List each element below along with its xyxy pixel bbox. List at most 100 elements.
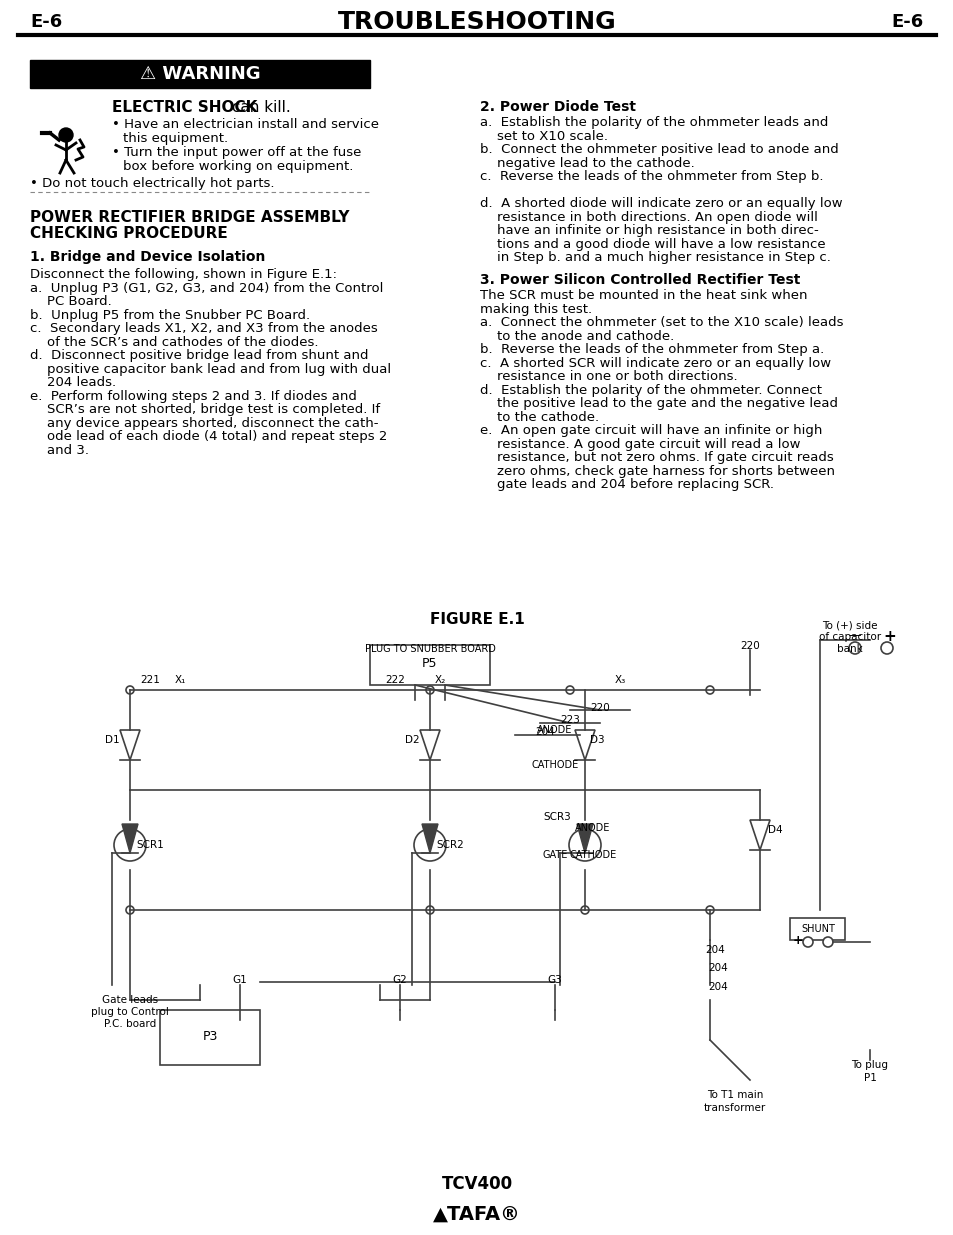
Text: resistance in one or both directions.: resistance in one or both directions. [479,370,737,383]
Text: c.  A shorted SCR will indicate zero or an equally low: c. A shorted SCR will indicate zero or a… [479,357,830,369]
Text: resistance, but not zero ohms. If gate circuit reads: resistance, but not zero ohms. If gate c… [479,451,833,464]
Text: ANODE: ANODE [575,823,610,832]
Text: d.  A shorted diode will indicate zero or an equally low: d. A shorted diode will indicate zero or… [479,198,841,210]
Circle shape [705,906,713,914]
Text: • Turn the input power off at the fuse: • Turn the input power off at the fuse [112,146,361,159]
Text: X₂: X₂ [434,676,445,685]
Text: zero ohms, check gate harness for shorts between: zero ohms, check gate harness for shorts… [479,464,834,478]
Text: To T1 main: To T1 main [706,1091,762,1100]
Text: 222: 222 [385,676,404,685]
Bar [30,61,370,88]
Text: Disconnect the following, shown in Figure E.1:: Disconnect the following, shown in Figur… [30,268,336,282]
Text: FIGURE E.1: FIGURE E.1 [429,613,524,627]
Circle shape [580,906,588,914]
Polygon shape [421,824,437,853]
Text: 204: 204 [707,982,727,992]
Circle shape [426,906,434,914]
Text: D4: D4 [767,825,781,835]
Text: e.  An open gate circuit will have an infinite or high: e. An open gate circuit will have an inf… [479,424,821,437]
Text: 221: 221 [140,676,160,685]
Text: Gate leads: Gate leads [102,995,158,1005]
Text: CHECKING PROCEDURE: CHECKING PROCEDURE [30,226,228,241]
Text: negative lead to the cathode.: negative lead to the cathode. [479,157,694,169]
Text: SCR1: SCR1 [136,840,164,850]
Text: 2. Power Diode Test: 2. Power Diode Test [479,100,636,114]
Text: ode lead of each diode (4 total) and repeat steps 2: ode lead of each diode (4 total) and rep… [30,430,387,443]
Text: P3: P3 [202,1030,217,1044]
Text: of capacitor: of capacitor [818,632,881,642]
Text: ⚠ WARNING: ⚠ WARNING [139,65,260,83]
Text: and 3.: and 3. [30,443,89,457]
Text: box before working on equipment.: box before working on equipment. [123,161,353,173]
Text: of the SCR’s and cathodes of the diodes.: of the SCR’s and cathodes of the diodes. [30,336,318,348]
Text: d.  Establish the polarity of the ohmmeter. Connect: d. Establish the polarity of the ohmmete… [479,384,821,396]
Text: —: — [848,630,861,642]
Text: bank: bank [836,643,862,655]
Text: To plug: To plug [851,1060,887,1070]
Polygon shape [577,824,593,853]
Text: 3. Power Silicon Controlled Rectifier Test: 3. Power Silicon Controlled Rectifier Te… [479,273,800,287]
Text: set to X10 scale.: set to X10 scale. [479,130,607,142]
Bar [789,918,844,940]
Text: TCV400: TCV400 [441,1174,512,1193]
Text: PLUG TO SNUBBER BOARD: PLUG TO SNUBBER BOARD [364,643,495,655]
Text: X₁: X₁ [174,676,186,685]
Circle shape [822,937,832,947]
Text: resistance. A good gate circuit will read a low: resistance. A good gate circuit will rea… [479,437,800,451]
Text: • Have an electrician install and service: • Have an electrician install and servic… [112,119,378,131]
Text: b.  Reverse the leads of the ohmmeter from Step a.: b. Reverse the leads of the ohmmeter fro… [479,343,823,356]
Text: SCR’s are not shorted, bridge test is completed. If: SCR’s are not shorted, bridge test is co… [30,403,379,416]
Circle shape [113,829,146,861]
Text: any device appears shorted, disconnect the cath-: any device appears shorted, disconnect t… [30,416,378,430]
Text: P.C. board: P.C. board [104,1019,156,1029]
Text: this equipment.: this equipment. [123,132,228,144]
Text: D2: D2 [404,735,419,745]
Text: 204: 204 [704,945,724,955]
Text: G2: G2 [393,974,407,986]
Text: 223: 223 [559,715,579,725]
Circle shape [848,642,861,655]
Circle shape [565,685,574,694]
Text: +: + [792,934,802,946]
Text: positive capacitor bank lead and from lug with dual: positive capacitor bank lead and from lu… [30,363,391,375]
Text: making this test.: making this test. [479,303,592,315]
Text: P5: P5 [422,657,437,669]
Text: can kill.: can kill. [227,100,291,115]
Circle shape [880,642,892,655]
Circle shape [126,906,133,914]
Text: 1. Bridge and Device Isolation: 1. Bridge and Device Isolation [30,249,265,264]
Text: b.  Unplug P5 from the Snubber PC Board.: b. Unplug P5 from the Snubber PC Board. [30,309,310,321]
Text: c.  Secondary leads X1, X2, and X3 from the anodes: c. Secondary leads X1, X2, and X3 from t… [30,322,377,335]
Text: a.  Connect the ohmmeter (set to the X10 scale) leads: a. Connect the ohmmeter (set to the X10 … [479,316,842,329]
Text: To (+) side: To (+) side [821,620,877,630]
Text: +: + [882,629,896,643]
Text: CATHODE: CATHODE [569,850,616,860]
Text: tions and a good diode will have a low resistance: tions and a good diode will have a low r… [479,237,824,251]
Text: D1: D1 [105,735,119,745]
Text: a.  Establish the polarity of the ohmmeter leads and: a. Establish the polarity of the ohmmete… [479,116,827,128]
Text: resistance in both directions. An open diode will: resistance in both directions. An open d… [479,210,817,224]
Text: b.  Connect the ohmmeter positive lead to anode and: b. Connect the ohmmeter positive lead to… [479,143,838,156]
Text: • Do not touch electrically hot parts.: • Do not touch electrically hot parts. [30,177,274,190]
Polygon shape [122,824,138,853]
Circle shape [414,829,446,861]
Text: PC Board.: PC Board. [30,295,112,308]
Text: X₃: X₃ [614,676,625,685]
Text: gate leads and 204 before replacing SCR.: gate leads and 204 before replacing SCR. [479,478,773,492]
Circle shape [126,685,133,694]
Text: to the cathode.: to the cathode. [479,410,598,424]
Text: transformer: transformer [703,1103,765,1113]
Text: TROUBLESHOOTING: TROUBLESHOOTING [337,10,616,35]
Bar [160,1010,260,1065]
Text: CATHODE: CATHODE [531,760,578,769]
Text: e.  Perform following steps 2 and 3. If diodes and: e. Perform following steps 2 and 3. If d… [30,389,356,403]
Text: ▲TAFA®: ▲TAFA® [433,1205,520,1224]
Circle shape [59,128,73,142]
Text: P1: P1 [862,1073,876,1083]
Text: SCR3: SCR3 [542,811,570,823]
Text: plug to Control: plug to Control [91,1007,169,1016]
Text: G1: G1 [233,974,247,986]
Text: the positive lead to the gate and the negative lead: the positive lead to the gate and the ne… [479,396,837,410]
Text: SCR2: SCR2 [436,840,463,850]
Text: E-6: E-6 [891,14,923,31]
